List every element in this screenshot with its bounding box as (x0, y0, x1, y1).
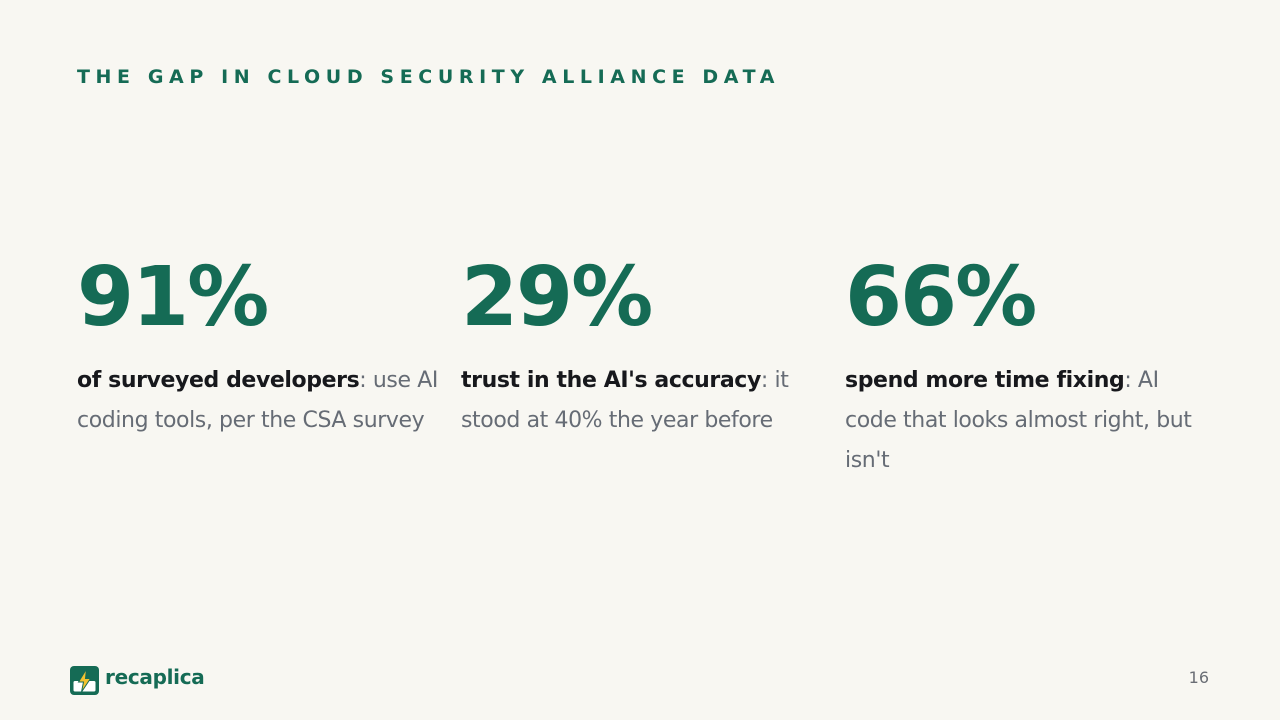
stat-description: spend more time fixing: AI code that loo… (845, 361, 1215, 481)
stat-description: of surveyed developers: use AI coding to… (77, 361, 447, 441)
section-kicker: THE GAP IN CLOUD SECURITY ALLIANCE DATA (77, 66, 781, 88)
page-number: 16 (1188, 668, 1209, 687)
lightning-bolt-icon (70, 666, 99, 695)
stat-value: 29% (461, 250, 653, 345)
stat-description-lead: trust in the AI's accuracy (461, 368, 761, 393)
stat-card-time-fixing: 66% spend more time fixing: AI code that… (845, 250, 1215, 481)
stat-description-rest: : it stood at 40% the year before (461, 368, 789, 433)
stat-description: trust in the AI's accuracy: it stood at … (461, 361, 831, 441)
stat-description-rest: : use AI coding tools, per the CSA surve… (77, 368, 438, 433)
stat-card-developers-using-ai: 91% of surveyed developers: use AI codin… (77, 250, 447, 441)
stat-description-rest: : AI code that looks almost right, but i… (845, 368, 1192, 473)
brand-name: recaplica (105, 664, 205, 689)
stat-value: 66% (845, 250, 1037, 345)
stat-value: 91% (77, 250, 269, 345)
stat-description-lead: spend more time fixing (845, 368, 1125, 393)
stat-card-trust-in-accuracy: 29% trust in the AI's accuracy: it stood… (461, 250, 831, 441)
brand-logo: recaplica (70, 664, 205, 695)
stat-description-lead: of surveyed developers (77, 368, 360, 393)
